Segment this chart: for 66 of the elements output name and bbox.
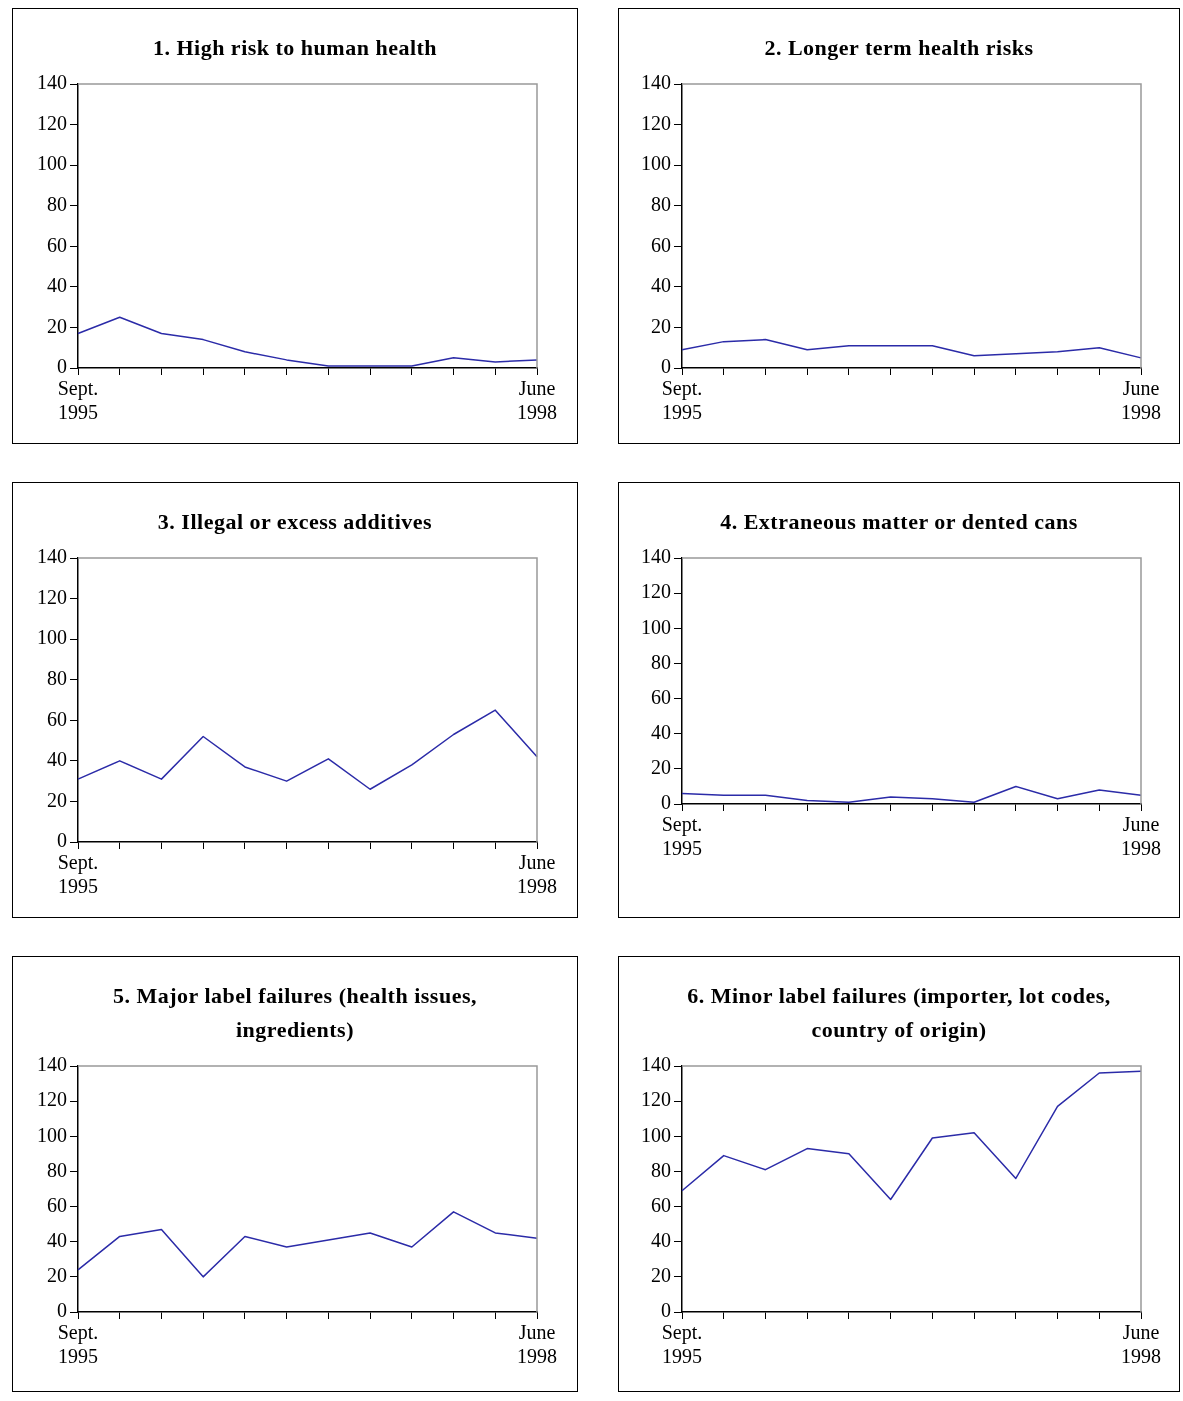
y-tick-label: 0: [57, 1299, 67, 1322]
x-tick-label: Sept. 1995: [661, 1321, 703, 1368]
y-tick-label: 20: [47, 1264, 67, 1287]
x-tick-label: Sept. 1995: [661, 377, 703, 424]
chart-title: 3. Illegal or excess additives: [156, 508, 434, 536]
y-tick-label: 120: [37, 1088, 67, 1111]
y-tick-label: 80: [47, 666, 67, 689]
y-tick-label: 140: [641, 545, 671, 568]
y-tick-label: 20: [651, 1264, 671, 1287]
y-tick-label: 120: [641, 580, 671, 603]
chart-title: 6. Minor label failures (importer, lot codes, country of origin): [686, 982, 1112, 1044]
y-tick-label: 80: [651, 1158, 671, 1181]
y-tick-label: 20: [47, 314, 67, 337]
y-tick-label: 60: [651, 233, 671, 256]
y-tick-label: 20: [47, 788, 67, 811]
x-tick-label: Sept. 1995: [57, 851, 99, 898]
x-tick-label: June 1998: [517, 1321, 557, 1368]
x-tick-label: Sept. 1995: [661, 813, 703, 860]
y-tick-label: 80: [47, 1158, 67, 1181]
y-tick-label: 100: [37, 1123, 67, 1146]
chart-title: 2. Longer term health risks: [763, 34, 1035, 62]
y-tick-label: 140: [641, 1053, 671, 1076]
y-tick-label: 0: [661, 1299, 671, 1322]
y-tick-label: 80: [47, 192, 67, 215]
y-tick-label: 60: [47, 707, 67, 730]
x-tick-label: June 1998: [517, 377, 557, 424]
x-tick-label: Sept. 1995: [57, 377, 99, 424]
y-tick-label: 60: [47, 1193, 67, 1216]
y-tick-label: 120: [37, 585, 67, 608]
x-tick-label: June 1998: [517, 851, 557, 898]
y-tick-label: 60: [651, 1193, 671, 1216]
y-tick-label: 40: [47, 274, 67, 297]
y-tick-label: 140: [641, 71, 671, 94]
x-tick-label: June 1998: [1121, 813, 1161, 860]
y-tick-label: 140: [37, 1053, 67, 1076]
x-tick-label: Sept. 1995: [57, 1321, 99, 1368]
y-tick-label: 120: [641, 1088, 671, 1111]
y-tick-label: 40: [651, 720, 671, 743]
chart-title: 4. Extraneous matter or dented cans: [719, 508, 1079, 536]
y-tick-label: 80: [651, 192, 671, 215]
y-tick-label: 40: [47, 748, 67, 771]
chart-title: 1. High risk to human health: [151, 34, 439, 62]
y-tick-label: 100: [37, 626, 67, 649]
y-tick-label: 40: [651, 1228, 671, 1251]
y-tick-label: 140: [37, 71, 67, 94]
y-tick-label: 60: [47, 233, 67, 256]
y-tick-label: 40: [651, 274, 671, 297]
chart-title: 5. Major label failures (health issues, ingredients): [112, 982, 478, 1044]
y-tick-label: 0: [661, 791, 671, 814]
y-tick-label: 100: [641, 152, 671, 175]
y-tick-label: 100: [37, 152, 67, 175]
y-tick-label: 20: [651, 756, 671, 779]
y-tick-label: 0: [57, 829, 67, 852]
y-tick-label: 0: [57, 355, 67, 378]
y-tick-label: 0: [661, 355, 671, 378]
y-tick-label: 60: [651, 685, 671, 708]
y-tick-label: 40: [47, 1228, 67, 1251]
y-tick-label: 80: [651, 650, 671, 673]
y-tick-label: 120: [37, 111, 67, 134]
y-tick-label: 140: [37, 545, 67, 568]
x-tick-label: June 1998: [1121, 377, 1161, 424]
y-tick-label: 120: [641, 111, 671, 134]
y-tick-label: 20: [651, 314, 671, 337]
y-tick-label: 100: [641, 1123, 671, 1146]
y-tick-label: 100: [641, 615, 671, 638]
x-tick-label: June 1998: [1121, 1321, 1161, 1368]
